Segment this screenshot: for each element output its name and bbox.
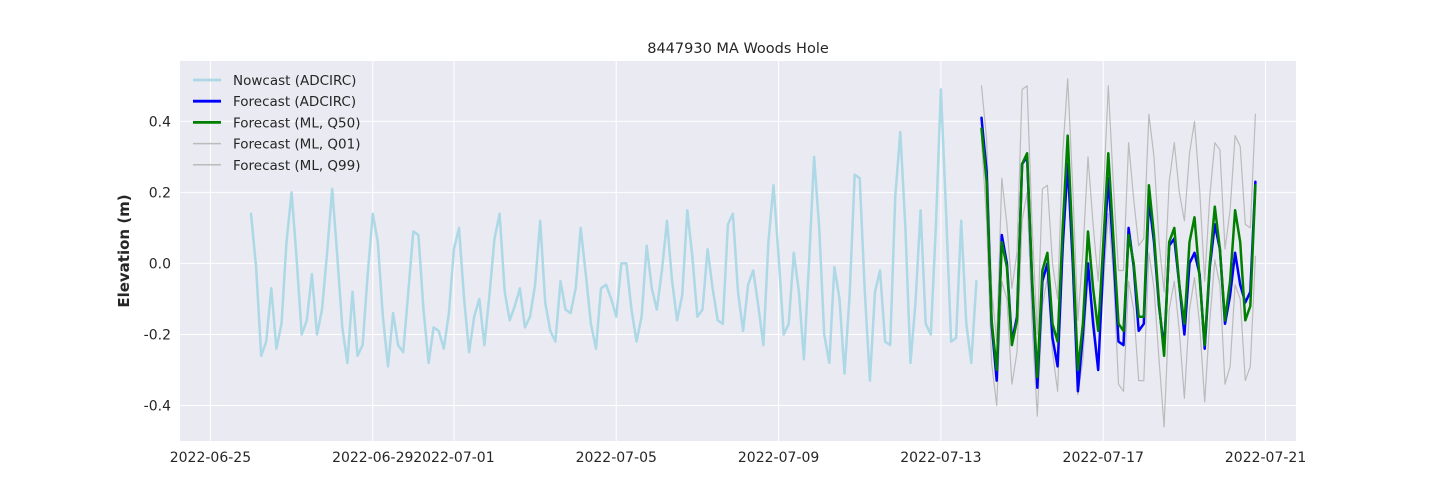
legend-label: Forecast (ADCIRC)	[233, 94, 356, 110]
x-tick-label: 2022-07-05	[576, 450, 657, 466]
y-tick-label: -0.4	[144, 398, 171, 414]
y-tick-label: -0.2	[144, 327, 171, 343]
y-tick-label: 0.2	[149, 185, 171, 201]
y-axis: -0.4 -0.2 0.0 0.2 0.4	[144, 114, 171, 414]
x-tick-label: 2022-07-01	[413, 450, 494, 466]
series-line-4	[980, 78, 1257, 343]
legend-label: Forecast (ML, Q50)	[233, 115, 361, 131]
y-tick-label: 0.0	[149, 256, 171, 272]
series-line-2	[980, 127, 1257, 379]
chart-title: 8447930 MA Woods Hole	[647, 41, 829, 57]
x-tick-label: 2022-07-21	[1225, 450, 1306, 466]
x-tick-label: 2022-07-13	[900, 450, 981, 466]
x-tick-label: 2022-07-17	[1063, 450, 1144, 466]
legend-label: Forecast (ML, Q99)	[233, 158, 361, 174]
x-tick-label: 2022-06-29	[332, 450, 413, 466]
x-axis: 2022-06-25 2022-06-29 2022-07-01 2022-07-05…	[170, 450, 1307, 466]
legend: Nowcast (ADCIRC) Forecast (ADCIRC) Forecas…	[193, 73, 361, 174]
series-line-0	[249, 88, 978, 382]
x-tick-label: 2022-07-09	[738, 450, 819, 466]
legend-label: Nowcast (ADCIRC)	[233, 73, 356, 89]
series-line-3	[980, 138, 1257, 428]
y-axis-label: Elevation (m)	[115, 194, 133, 307]
series-layer	[249, 78, 1257, 428]
y-tick-label: 0.4	[149, 114, 171, 130]
legend-label: Forecast (ML, Q01)	[233, 137, 361, 153]
x-tick-label: 2022-06-25	[170, 450, 251, 466]
